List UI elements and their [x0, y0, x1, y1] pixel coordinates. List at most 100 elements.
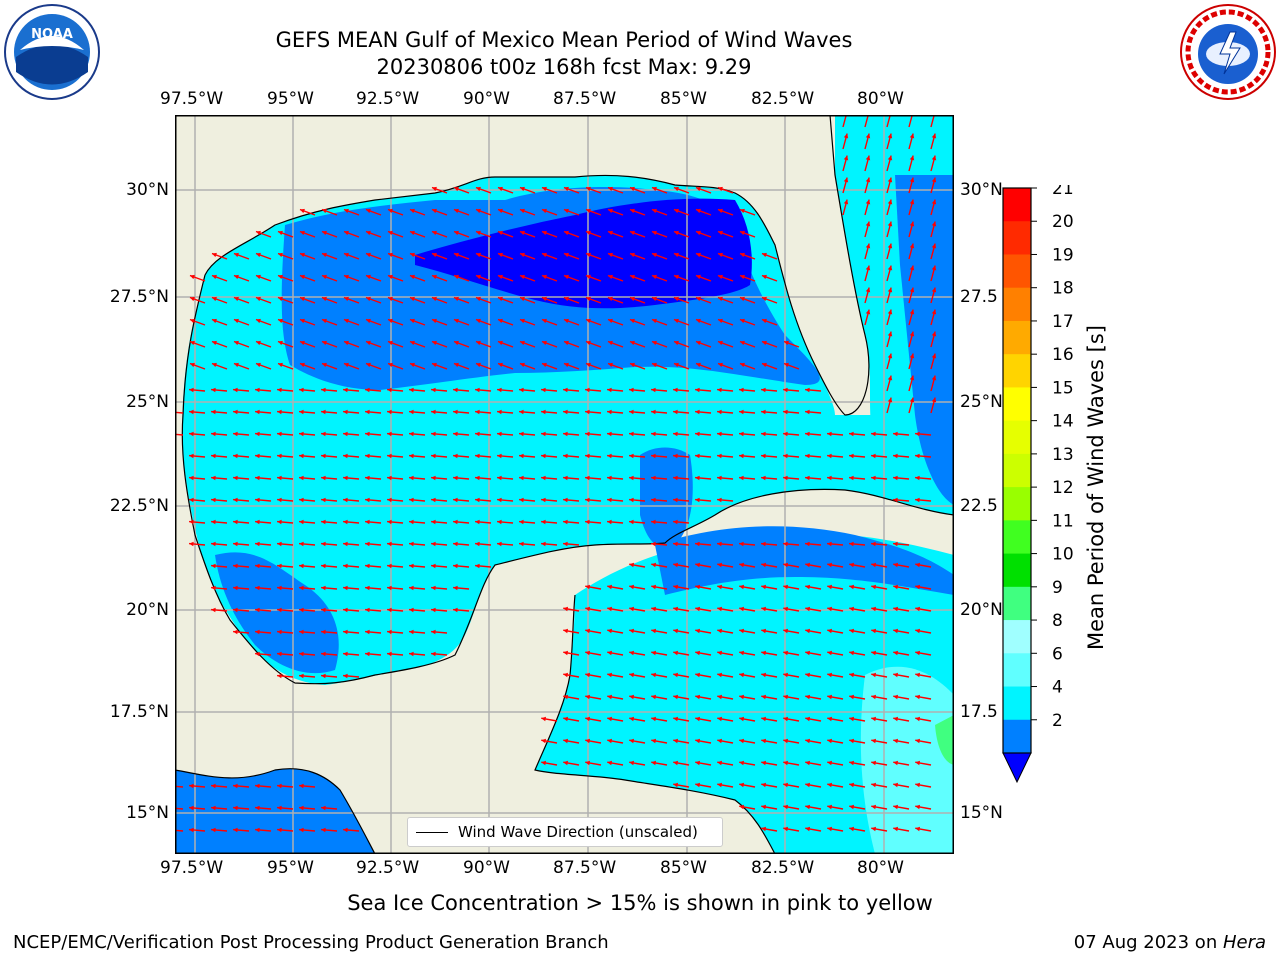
wave-arrow-head: [651, 230, 657, 236]
wave-arrow-head: [629, 584, 635, 590]
wave-arrow-head: [761, 584, 767, 590]
wave-arrow-head: [739, 296, 745, 302]
wave-arrow-head: [629, 362, 635, 368]
wave-arrow-head: [299, 453, 304, 459]
colorbar-tick-label: 12: [1052, 478, 1074, 498]
wave-arrow-head: [673, 340, 679, 346]
wave-arrow-head: [431, 519, 436, 525]
wave-arrow-head: [931, 199, 937, 205]
wave-arrow-head: [629, 475, 634, 481]
wave-arrow-head: [343, 497, 348, 503]
wave-arrow-head: [431, 318, 437, 324]
colorbar-tick-label: 4: [1052, 678, 1063, 698]
wave-arrow-head: [365, 362, 371, 368]
wave-arrow-head: [909, 177, 915, 183]
wave-arrow-head: [739, 716, 745, 722]
wave-arrow-head: [431, 230, 437, 236]
wave-arrow-head: [783, 650, 789, 656]
wave-arrow-head: [343, 340, 349, 346]
wave-arrow-head: [695, 274, 701, 280]
wave-arrow-head: [865, 177, 871, 183]
wave-arrow-head: [695, 453, 700, 459]
wave-arrow-head: [321, 585, 326, 591]
wave-arrow-head: [299, 497, 304, 503]
wave-arrow-head: [909, 397, 915, 403]
wave-arrow-head: [783, 606, 789, 612]
wave-arrow-head: [717, 562, 723, 568]
wave-arrow-head: [541, 186, 547, 192]
colorbar-band: [1003, 221, 1031, 255]
wave-arrow-head: [365, 563, 370, 569]
colorbar-band: [1003, 553, 1031, 588]
wave-arrow-head: [563, 606, 569, 612]
wave-arrow-head: [409, 519, 414, 525]
wave-arrow-head: [497, 497, 502, 503]
colorbar-bands: [1003, 188, 1031, 754]
wave-arrow-head: [563, 453, 568, 459]
wave-arrow-head: [865, 287, 871, 293]
wave-arrow-head: [915, 584, 921, 590]
wave-arrow-head: [585, 738, 591, 744]
wave-arrow-head: [739, 694, 745, 700]
wave-arrow-head: [255, 409, 260, 415]
wave-arrow-head: [211, 431, 216, 437]
wave-arrow-head: [233, 409, 238, 415]
wave-arrow-head: [563, 519, 568, 525]
wave-arrow-head: [673, 497, 678, 503]
wave-arrow-head: [887, 375, 893, 381]
wave-arrow-head: [871, 650, 877, 656]
wave-arrow-head: [563, 340, 569, 346]
wave-arrow-head: [255, 431, 260, 437]
wave-arrow-head: [211, 318, 217, 324]
wave-arrow-head: [931, 133, 937, 139]
wave-arrow-head: [843, 133, 849, 139]
lat-tick: 22.5: [960, 496, 998, 516]
wave-arrow-head: [717, 782, 723, 788]
wave-arrow-head: [255, 475, 260, 481]
wave-arrow-head: [211, 387, 216, 393]
wave-arrow-head: [475, 318, 481, 324]
wave-arrow-head: [739, 362, 745, 368]
wave-arrow-head: [211, 409, 216, 415]
wave-arrow-head: [189, 318, 195, 324]
wave-arrow-head: [805, 453, 810, 459]
wave-arrow-head: [761, 362, 767, 368]
colorbar-frame: [1002, 187, 1032, 754]
wave-arrow-head: [651, 562, 657, 568]
wave-arrow-head: [343, 387, 348, 393]
wave-arrow-head: [849, 541, 854, 547]
wave-arrow-head: [717, 252, 723, 258]
wave-band-2to4-bay: [215, 552, 339, 674]
wave-arrow-head: [299, 409, 304, 415]
wave-arrow-head: [233, 387, 238, 393]
wave-arrow-head: [893, 650, 899, 656]
wave-arrow-head: [585, 606, 591, 612]
colorbar-band: [1003, 620, 1031, 654]
wave-arrow-head: [453, 252, 459, 258]
wave-arrow-head: [321, 340, 327, 346]
wave-arrow-head: [893, 497, 898, 503]
wave-arrow-head: [673, 186, 679, 192]
wave-arrow-head: [651, 252, 657, 258]
wave-arrow-head: [629, 716, 635, 722]
wave-arrow-head: [321, 362, 327, 368]
wave-arrow-head: [827, 738, 833, 744]
wave-arrow-head: [409, 230, 415, 236]
wave-arrow-head: [931, 287, 937, 293]
wave-arrow-head: [475, 296, 481, 302]
wave-arrow-head: [909, 243, 915, 249]
wave-arrow-head: [233, 519, 238, 525]
wave-arrow-head: [277, 340, 283, 346]
wave-arrow-head: [827, 584, 833, 590]
wave-arrow-head: [519, 230, 525, 236]
wave-arrow-head: [497, 387, 502, 393]
wave-arrow-head: [761, 431, 766, 437]
wave-arrow-head: [827, 650, 833, 656]
wave-arrow-head: [431, 563, 436, 569]
wave-arrow-head: [409, 453, 414, 459]
wave-arrow-head: [277, 783, 282, 789]
wave-arrow-head: [211, 519, 216, 525]
wave-arrow-head: [387, 497, 392, 503]
wave-arrow-head: [607, 628, 613, 634]
wave-arrow-head: [585, 362, 591, 368]
